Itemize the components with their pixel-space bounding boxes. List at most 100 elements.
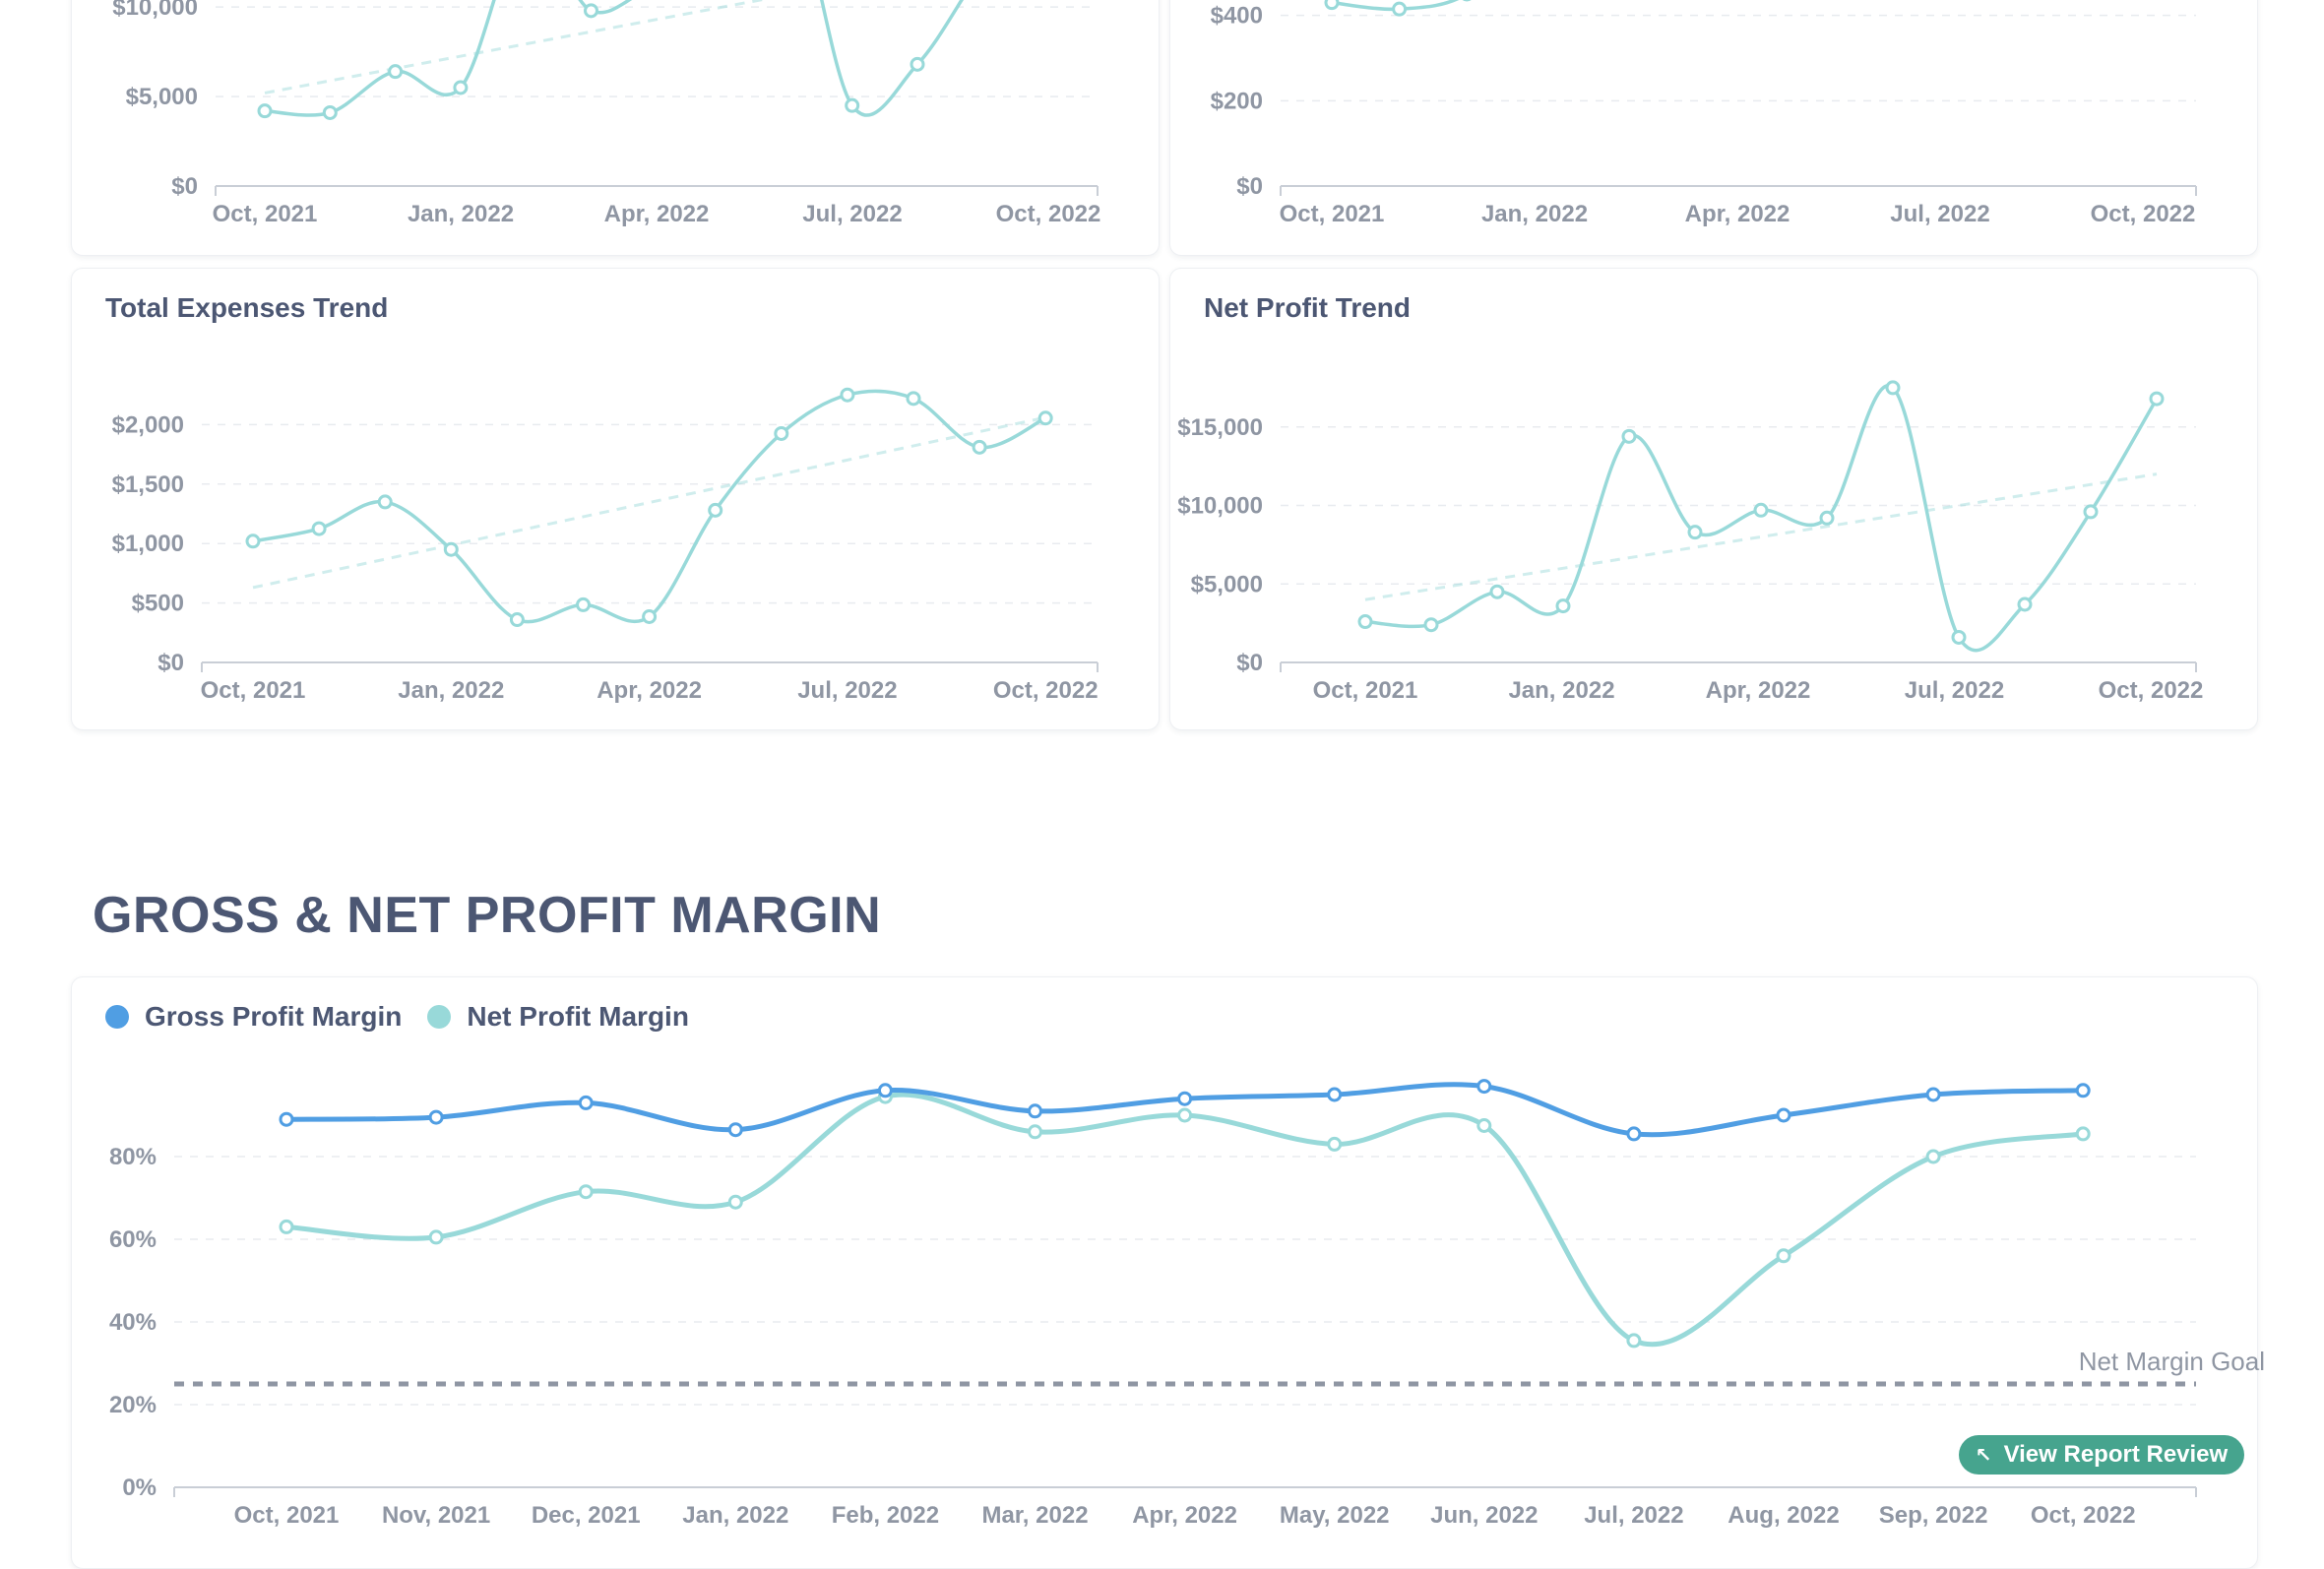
y-tick-label: $5,000: [1191, 571, 1263, 597]
data-point: [727, 1122, 743, 1138]
total-expenses-card: Total Expenses Trend $0 $500 $1,000 $1,500 $…: [71, 268, 1160, 730]
trend-line: [252, 415, 1046, 590]
data-point: [1489, 584, 1505, 599]
net-profit-chart: $0 $5,000 $10,000 $15,000 Oct, 2021 Jan, 2022…: [1177, 380, 2203, 704]
arrow-up-left-icon: ↖: [1975, 1444, 1992, 1467]
legend-item-gross[interactable]: Gross Profit Margin: [105, 1001, 402, 1033]
data-point: [1476, 1118, 1492, 1133]
data-point: [1357, 614, 1373, 630]
data-point: [443, 541, 459, 557]
data-point: [642, 608, 658, 624]
x-tick-label: Oct, 2021: [213, 201, 318, 227]
y-tick-label: $10,000: [112, 0, 198, 21]
series-line: [1364, 384, 2159, 653]
profit-margin-card: Gross Profit Margin Net Profit Margin 0%…: [71, 976, 2258, 1569]
series-line: [264, 0, 964, 117]
x-tick-label: Jun, 2022: [1430, 1502, 1538, 1529]
chart-legend: Gross Profit Margin Net Profit Margin: [105, 1001, 715, 1033]
y-tick-label: $15,000: [1177, 414, 1263, 441]
legend-label: Net Profit Margin: [467, 1001, 689, 1032]
y-tick-label: 60%: [109, 1226, 157, 1253]
y-tick-label: $400: [1211, 3, 1263, 30]
data-point: [845, 97, 860, 113]
y-tick-label: $0: [171, 173, 198, 200]
trend-line: [264, 0, 769, 94]
x-tick-label: Apr, 2022: [597, 677, 702, 704]
data-point: [2075, 1083, 2091, 1098]
data-point: [279, 1111, 294, 1127]
x-tick-label: Feb, 2022: [832, 1502, 939, 1529]
data-point: [1626, 1333, 1642, 1349]
x-tick-label: Jul, 2022: [1905, 677, 2004, 704]
data-point: [2149, 391, 2165, 407]
data-point: [322, 104, 338, 120]
y-tick-label: $2,000: [112, 411, 184, 438]
data-point: [279, 1219, 294, 1234]
x-tick-label: Oct, 2021: [234, 1502, 340, 1529]
x-tick-label: Oct, 2022: [2031, 1502, 2136, 1529]
x-tick-label: Oct, 2022: [996, 201, 1101, 227]
x-tick-label: Jul, 2022: [802, 201, 902, 227]
y-tick-label: 0%: [122, 1475, 157, 1501]
card-title: Total Expenses Trend: [105, 292, 389, 323]
data-point: [1324, 0, 1340, 11]
section-title: GROSS & NET PROFIT MARGIN: [93, 887, 882, 944]
legend-label: Gross Profit Margin: [145, 1001, 403, 1032]
data-point: [972, 439, 987, 455]
x-tick-label: Nov, 2021: [382, 1502, 490, 1529]
revenue-trend-card: $0 $5,000 $10,000 Oct, 2021 Jan, 2022 Apr, 20…: [71, 0, 1160, 256]
x-tick-label: Jan, 2022: [408, 201, 514, 227]
data-point: [1885, 380, 1901, 396]
y-tick-label: $200: [1211, 88, 1263, 114]
net-profit-card: Net Profit Trend $0 $5,000 $10,000 $15,000 O…: [1169, 268, 2258, 730]
data-point: [708, 502, 723, 518]
x-tick-label: Aug, 2022: [1727, 1502, 1839, 1529]
x-tick-label: Apr, 2022: [604, 201, 710, 227]
data-point: [906, 391, 921, 407]
data-point: [311, 521, 327, 536]
data-point: [377, 494, 393, 510]
legend-item-net[interactable]: Net Profit Margin: [427, 1001, 689, 1033]
view-report-review-button[interactable]: ↖ View Report Review: [1959, 1435, 2244, 1475]
x-tick-label: Dec, 2021: [532, 1502, 641, 1529]
data-point: [727, 1194, 743, 1210]
x-tick-label: Oct, 2021: [1313, 677, 1418, 704]
data-point: [1753, 502, 1769, 518]
x-tick-label: Jan, 2022: [398, 677, 504, 704]
data-point: [877, 1083, 893, 1098]
data-point: [1687, 525, 1703, 540]
x-tick-label: Sep, 2022: [1879, 1502, 1988, 1529]
y-tick-label: $1,000: [112, 531, 184, 557]
x-tick-label: Jul, 2022: [1584, 1502, 1683, 1529]
series-line: [1331, 0, 1460, 12]
data-point: [509, 612, 525, 628]
data-point: [453, 80, 469, 95]
data-point: [1028, 1124, 1042, 1140]
data-point: [1037, 410, 1053, 426]
trend-line: [1364, 472, 2158, 601]
y-tick-label: $0: [157, 650, 184, 676]
data-point: [584, 3, 598, 19]
x-tick-label: Apr, 2022: [1685, 201, 1790, 227]
data-point: [1776, 1248, 1791, 1264]
data-point: [576, 596, 591, 612]
y-tick-label: $500: [132, 591, 184, 617]
x-tick-label: Oct, 2021: [201, 677, 306, 704]
data-point: [1776, 1107, 1791, 1123]
data-point: [428, 1109, 444, 1125]
x-tick-label: Oct, 2022: [2091, 201, 2196, 227]
y-tick-label: $5,000: [126, 84, 198, 110]
y-tick-label: $0: [1236, 173, 1263, 200]
x-tick-label: May, 2022: [1280, 1502, 1390, 1529]
data-point: [2017, 596, 2033, 612]
x-tick-label: Mar, 2022: [981, 1502, 1088, 1529]
data-point: [1327, 1136, 1343, 1152]
data-point: [1423, 617, 1439, 633]
other-trend-card: $0 $200 $400 Oct, 2021 Jan, 2022 Apr, 2022 Jul…: [1169, 0, 2258, 256]
data-point: [257, 103, 273, 119]
data-point: [1392, 1, 1408, 17]
y-tick-label: 40%: [109, 1309, 157, 1336]
y-tick-label: 80%: [109, 1144, 157, 1170]
y-tick-label: $0: [1236, 650, 1263, 676]
y-tick-label: $1,500: [112, 471, 184, 498]
